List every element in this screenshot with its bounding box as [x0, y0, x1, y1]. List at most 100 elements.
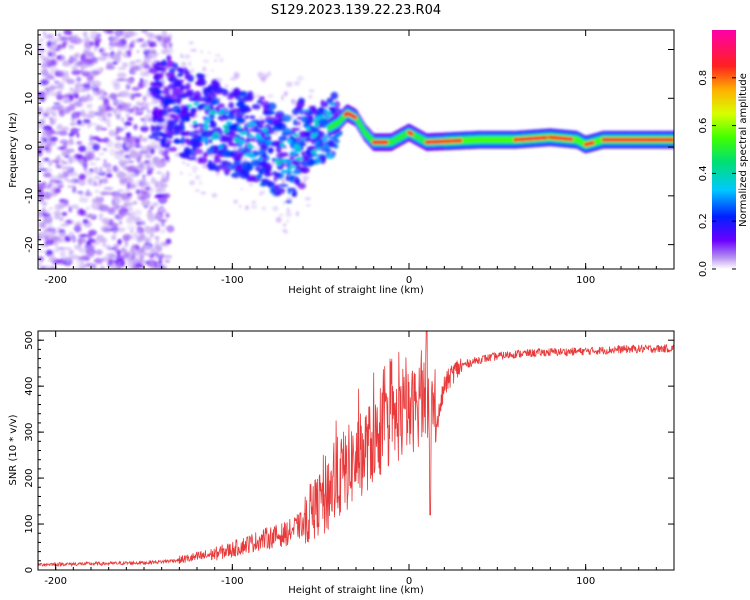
- heatmap-cell-791: [54, 80, 60, 85]
- heatmap-cell-2072: [257, 157, 264, 162]
- heatmap-cell-712: [49, 117, 53, 120]
- heatmap-cell-1323: [167, 47, 174, 53]
- heatmap-cell-785: [76, 132, 80, 138]
- heatmap-cell-392: [91, 57, 99, 64]
- heatmap-cell-700: [142, 118, 147, 127]
- heatmap-cell-411: [140, 236, 149, 243]
- heatmap-cell-157: [106, 112, 113, 118]
- heatmap-cell-1340: [193, 170, 196, 174]
- heatmap-cell-750: [124, 146, 132, 150]
- snr-ytick-label: 0: [24, 567, 35, 573]
- heatmap-cell-1232: [245, 205, 249, 211]
- heatmap-cell-656: [92, 143, 100, 151]
- heatmap-cell-2040: [316, 115, 322, 120]
- heatmap-cell-1956: [237, 147, 247, 152]
- snr-ylabel: SNR (10 * v/v): [8, 414, 19, 485]
- heatmap-cell-1432: [330, 91, 339, 100]
- heatmap-cell-2069: [280, 158, 286, 163]
- heatmap-cell-832: [114, 142, 123, 150]
- heatmap-cell-888: [126, 165, 136, 173]
- heatmap-cell-1536: [235, 113, 244, 118]
- heatmap-cell-1845: [319, 156, 326, 164]
- heatmap-cell-1792: [228, 101, 235, 109]
- heatmap-cell-1278: [166, 171, 170, 178]
- heatmap-cell-1991: [179, 131, 187, 136]
- heatmap-cell-1349: [166, 66, 169, 70]
- heatmap-cell-619: [78, 179, 86, 186]
- heatmap-cell-860: [103, 159, 107, 164]
- heatmap-cell-294: [72, 92, 79, 99]
- heatmap-cell-913: [47, 50, 51, 55]
- heatmap-cell-1809: [220, 160, 229, 165]
- heatmap-cell-1044: [100, 191, 109, 196]
- heatmap-cell-1216: [180, 61, 187, 68]
- heatmap-cell-1494: [213, 158, 222, 164]
- heatmap-cell-1908: [305, 119, 311, 125]
- heatmap-cell-1889: [206, 147, 215, 155]
- heatmap-cell-632: [141, 137, 149, 142]
- heatmap-cell-681: [102, 147, 108, 152]
- heatmap-cell-1929: [207, 85, 214, 91]
- heatmap-cell-1714: [170, 130, 180, 136]
- heatmap-cell-961: [126, 117, 134, 122]
- heatmap-cell-709: [127, 206, 134, 212]
- heatmap-cell-957: [74, 153, 81, 159]
- heatmap-cell-967: [105, 139, 114, 148]
- heatmap-cell-636: [131, 216, 141, 220]
- heatmap-cell-727: [133, 219, 144, 223]
- heatmap-cell-1820: [154, 137, 162, 142]
- snr-ytick-label: 500: [24, 331, 35, 350]
- heatmap-cell-2820: [675, 135, 679, 145]
- heatmap-cell-786: [95, 125, 101, 132]
- heatmap-cell-1352: [200, 191, 206, 195]
- heatmap-cell-795: [166, 54, 172, 62]
- heatmap-cell-949: [127, 192, 133, 198]
- heatmap-cell-518: [111, 234, 117, 241]
- heatmap-cell-1984: [325, 149, 331, 156]
- heatmap-cell-952: [57, 32, 62, 38]
- heatmap-cell-956: [80, 53, 86, 62]
- heatmap-cell-710: [85, 176, 96, 183]
- heatmap-cell-629: [73, 54, 80, 59]
- heatmap-cell-571: [141, 30, 148, 33]
- heatmap-cell-836: [55, 182, 65, 187]
- heatmap-cell-978: [103, 186, 114, 191]
- heatmap-cell-147: [123, 125, 128, 130]
- heatmap-cell-70: [135, 59, 142, 63]
- heatmap-cell-1094: [49, 206, 53, 211]
- heatmap-cell-1293: [270, 160, 276, 166]
- heatmap-cell-854: [38, 231, 47, 238]
- heatmap-cell-1305: [184, 54, 191, 60]
- heatmap-cell-890: [41, 207, 46, 215]
- heatmap-cell-2043: [242, 131, 247, 135]
- heatmap-cell-634: [64, 165, 70, 170]
- heatmap-cell-1065: [84, 191, 93, 197]
- heatmap-cell-2056: [224, 127, 230, 133]
- heatmap-cell-951: [134, 144, 142, 149]
- heatmap-cell-1223: [195, 189, 200, 192]
- heatmap-cell-1439: [147, 135, 158, 139]
- heatmap-cell-2061: [287, 138, 293, 144]
- heatmap-cell-641: [86, 74, 95, 81]
- heatmap-cell-639: [154, 242, 159, 249]
- heatmap-cell-1913: [176, 97, 182, 103]
- heatmap-cell-645: [123, 201, 129, 205]
- heatmap-cell-2079: [226, 121, 232, 126]
- heatmap-cell-475: [131, 265, 140, 269]
- heatmap-cell-545: [61, 211, 68, 217]
- heatmap-cell-979: [155, 182, 165, 189]
- heatmap-cell-1306: [198, 180, 203, 185]
- heatmap-cell-985: [144, 160, 151, 163]
- heatmap-cell-1054: [152, 156, 160, 164]
- heatmap-cell-1055: [139, 164, 144, 169]
- heatmap-cell-382: [136, 235, 143, 243]
- heatmap-cell-1614: [282, 163, 288, 167]
- heatmap-cell-1803: [222, 151, 231, 157]
- heatmap-cell-1092: [117, 263, 122, 266]
- heatmap-cell-508: [106, 173, 113, 178]
- heatmap-cell-903: [126, 50, 132, 58]
- snr-ytick-label: 300: [24, 423, 35, 442]
- heatmap-cell-753: [38, 250, 46, 253]
- heatmap-cell-1934: [169, 113, 176, 119]
- heatmap-cell-1959: [180, 86, 189, 90]
